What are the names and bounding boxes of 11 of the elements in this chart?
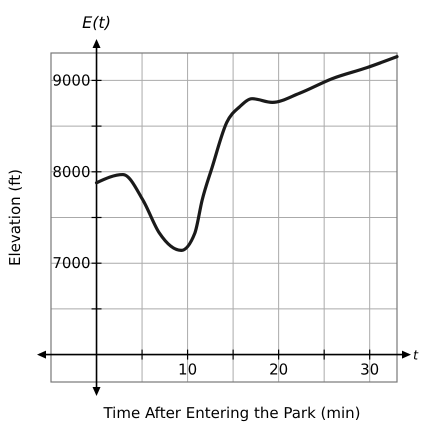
y-tick-label: 9000 <box>52 71 91 90</box>
text: t <box>413 348 419 364</box>
x-axis-title: Time After Entering the Park (min) <box>102 404 361 422</box>
y-axis-title: Elevation (ft) <box>6 168 24 266</box>
y-tick-label: 7000 <box>52 254 91 272</box>
chart-title: E(t) <box>82 13 111 32</box>
y-tick-label: 8000 <box>52 162 91 181</box>
x-tick-label: 20 <box>269 360 288 379</box>
x-tick-label: 30 <box>360 360 380 379</box>
x-tick-label: 10 <box>178 360 198 379</box>
line-series <box>94 55 399 252</box>
